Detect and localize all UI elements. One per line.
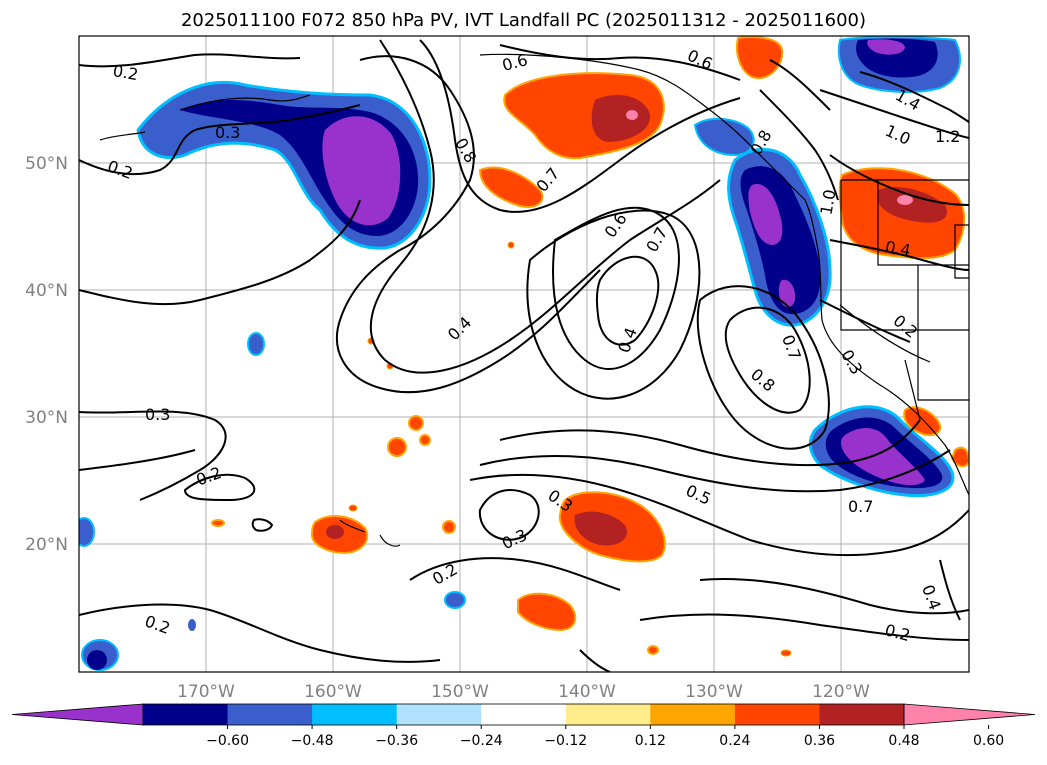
lon-label-150w: 150°W [431,682,489,702]
lon-label-160w: 160°W [304,682,362,702]
colorbar-tick-label: 0.60 [973,733,1004,749]
colorbar-tick-label: −0.48 [291,733,334,749]
contour-lines [79,39,969,672]
pv-negative-regions [79,36,961,671]
colorbar-tick-label: −0.24 [460,733,503,749]
colorbar-swatch [227,704,313,725]
lon-label-170w: 170°W [177,682,235,702]
colorbar-tick-label: −0.36 [375,733,418,749]
lon-label-140w: 140°W [558,682,616,702]
colorbar-swatch [481,704,567,725]
lon-label-120w: 120°W [812,682,870,702]
colorbar-swatch [312,704,398,725]
contour-label: 0.3 [215,123,240,142]
colorbar-swatch [650,704,736,725]
map-frame [78,35,970,673]
colorbar-tick-label: 0.12 [635,733,666,749]
colorbar-tick-label: −0.60 [206,733,249,749]
colorbar-tick-label: 0.48 [888,733,919,749]
contour-label: 1.2 [935,127,960,146]
colorbar-swatch [143,704,229,725]
colorbar-swatch [734,704,820,725]
longitude-labels: 170°W 160°W 150°W 140°W 130°W 120°W [177,682,870,702]
colorbar: −0.60 −0.48 −0.36 −0.24 −0.12 0.12 0.24 0.36 0.4… [11,703,1036,749]
contour-label: 1.0 [816,188,839,216]
lat-label-40n: 40°N [25,281,68,301]
colorbar-outline [142,703,905,726]
colorbar-swatch [396,704,482,725]
contour-label: 0.2 [111,61,139,84]
contour-label: 0.4 [884,237,912,260]
map-title: 2025011100 F072 850 hPa PV, IVT Landfall… [180,10,867,31]
colorbar-extend-high [903,703,1036,726]
colorbar-swatch [565,704,651,725]
contour-label: 0.7 [848,497,873,516]
lon-label-130w: 130°W [685,682,743,702]
colorbar-tick-label: 0.36 [804,733,835,749]
colorbar-swatch [819,704,905,725]
colorbar-extend-low [11,703,144,726]
lat-label-50n: 50°N [25,154,68,174]
colorbar-tick-label: −0.12 [544,733,587,749]
lat-label-20n: 20°N [25,535,68,555]
latitude-labels: 50°N 40°N 30°N 20°N [25,154,68,555]
coastlines [99,53,969,547]
contour-label: 0.3 [145,405,170,424]
colorbar-tick-label: 0.24 [719,733,750,749]
lat-label-30n: 30°N [25,408,68,428]
